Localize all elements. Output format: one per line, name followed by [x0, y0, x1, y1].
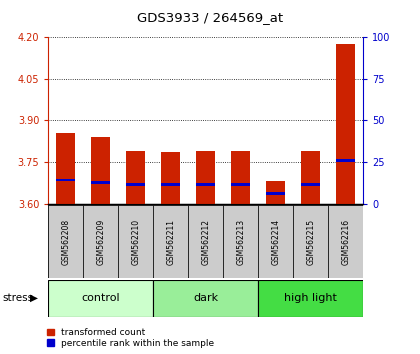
FancyBboxPatch shape	[188, 205, 223, 278]
Bar	[301, 151, 320, 204]
Text: GSM562216: GSM562216	[341, 218, 350, 265]
Bar	[126, 151, 145, 204]
Bar	[336, 44, 355, 204]
FancyBboxPatch shape	[83, 205, 118, 278]
Bar	[301, 183, 320, 186]
Bar	[231, 151, 250, 204]
FancyBboxPatch shape	[293, 205, 328, 278]
Text: control: control	[81, 293, 120, 303]
FancyBboxPatch shape	[328, 205, 363, 278]
Text: GSM562209: GSM562209	[96, 218, 105, 265]
Bar	[336, 159, 355, 162]
FancyBboxPatch shape	[153, 205, 188, 278]
Text: GSM562214: GSM562214	[271, 218, 280, 265]
Text: GSM562208: GSM562208	[61, 218, 70, 265]
Text: GSM562211: GSM562211	[166, 219, 175, 264]
FancyBboxPatch shape	[223, 205, 258, 278]
Text: dark: dark	[193, 293, 218, 303]
Text: stress: stress	[2, 293, 33, 303]
Text: high light: high light	[284, 293, 337, 303]
Bar	[266, 181, 286, 204]
Text: GSM562213: GSM562213	[236, 218, 245, 265]
Text: GSM562212: GSM562212	[201, 219, 210, 264]
Bar	[196, 183, 215, 185]
Text: GSM562210: GSM562210	[131, 218, 140, 265]
Bar	[91, 181, 110, 184]
FancyBboxPatch shape	[48, 280, 153, 317]
Legend: transformed count, percentile rank within the sample: transformed count, percentile rank withi…	[47, 328, 214, 348]
Bar	[161, 183, 181, 186]
Bar	[126, 183, 145, 186]
Bar	[231, 183, 250, 186]
Text: GSM562215: GSM562215	[306, 218, 315, 265]
Bar	[56, 179, 76, 181]
Bar	[56, 133, 76, 204]
FancyBboxPatch shape	[258, 205, 293, 278]
FancyBboxPatch shape	[48, 205, 83, 278]
Bar	[91, 137, 110, 204]
Bar	[266, 193, 286, 195]
Text: ▶: ▶	[30, 293, 38, 303]
Text: GDS3933 / 264569_at: GDS3933 / 264569_at	[137, 11, 283, 24]
FancyBboxPatch shape	[153, 280, 258, 317]
Bar	[196, 151, 215, 204]
FancyBboxPatch shape	[118, 205, 153, 278]
FancyBboxPatch shape	[258, 280, 363, 317]
Bar	[161, 152, 181, 204]
